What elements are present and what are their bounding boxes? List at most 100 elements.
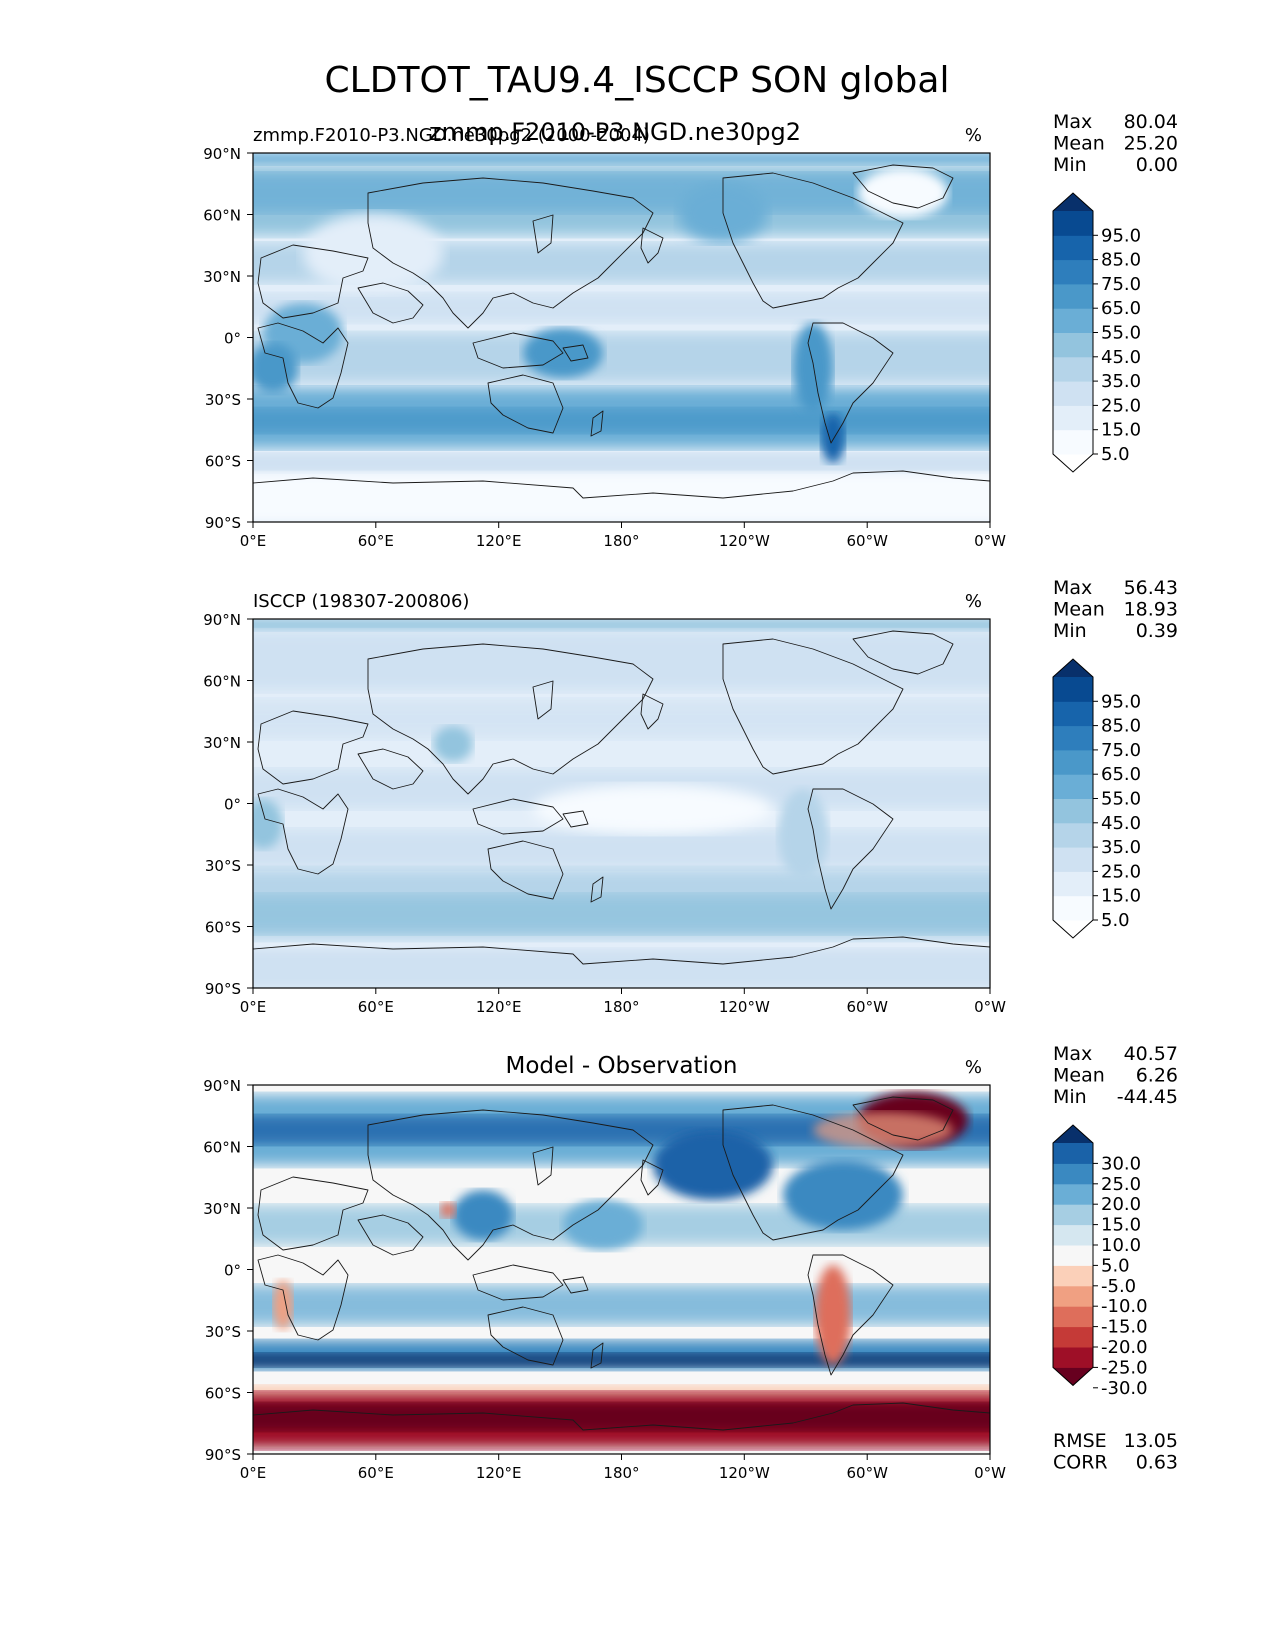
- colorbar-segment: [1053, 1224, 1093, 1246]
- colorbar-segment: [1053, 1245, 1093, 1266]
- x-tick-label: 60°E: [358, 998, 394, 1016]
- colorbar-label: 85.0: [1101, 250, 1141, 271]
- colorbar-segment: [1053, 1265, 1093, 1287]
- stat-value: 0.00: [1136, 154, 1178, 176]
- colorbar-label: 75.0: [1101, 740, 1141, 761]
- x-tick-label: 0°E: [240, 1464, 267, 1482]
- stat-label: Mean: [1053, 133, 1105, 155]
- y-tick-label: 60°N: [203, 1139, 241, 1157]
- y-tick-label: 60°N: [203, 207, 241, 225]
- stat-label: Mean: [1053, 1065, 1105, 1087]
- y-tick-label: 30°S: [205, 857, 241, 875]
- colorbar-label: 55.0: [1101, 323, 1141, 344]
- y-tick-label: 60°S: [205, 1385, 241, 1403]
- colorbar-label: 35.0: [1101, 837, 1141, 858]
- x-tick-label: 60°W: [846, 532, 888, 550]
- figure-title: CLDTOT_TAU9.4_ISCCP SON global: [325, 60, 950, 101]
- colorbar-segment: [1053, 774, 1093, 799]
- y-tick-label: 30°N: [203, 1200, 241, 1218]
- x-tick-label: 180°: [603, 998, 639, 1016]
- colorbar-label: 25.0: [1101, 395, 1141, 416]
- colorbar-segment: [1053, 1326, 1093, 1348]
- stat-value: 80.04: [1124, 111, 1178, 133]
- colorbar-label: -20.0: [1101, 1337, 1148, 1358]
- y-tick-label: 0°: [224, 796, 241, 814]
- colorbar-label: 85.0: [1101, 716, 1141, 737]
- colorbar-segment: [1053, 356, 1093, 382]
- colorbar-test: 95.0 85.0 75.0 65.0 55.0 45.0 35.0 25.0 15.0 5.0: [1052, 192, 1141, 473]
- colorbar-label: 5.0: [1101, 910, 1130, 931]
- colorbar-label: -25.0: [1101, 1357, 1148, 1378]
- colorbar-segment: [1053, 749, 1093, 775]
- colorbar-segment: [1053, 211, 1093, 236]
- y-tick-label: 30°N: [203, 734, 241, 752]
- colorbar-label: 75.0: [1101, 274, 1141, 295]
- colorbar-label: -15.0: [1101, 1317, 1148, 1338]
- colorbar-label: 25.0: [1101, 1174, 1141, 1195]
- stat-label: Min: [1053, 1086, 1087, 1108]
- stat-value: 0.39: [1136, 620, 1178, 642]
- colorbar-label: 5.0: [1101, 1255, 1130, 1276]
- panel-units: %: [965, 591, 982, 612]
- field-difference: [253, 1085, 990, 1454]
- colorbar-segment: [1053, 677, 1093, 702]
- colorbar-label: -30.0: [1101, 1378, 1148, 1399]
- x-tick-label: 120°E: [476, 998, 522, 1016]
- panel-reference: 90°N 60°N 30°N 0° 30°S 60°S 90°S0°E 60°E 120°E 18…: [203, 611, 1141, 1016]
- colorbar-label: 30.0: [1101, 1153, 1141, 1174]
- x-tick-label: 120°W: [719, 998, 770, 1016]
- stat-value: 25.20: [1124, 133, 1178, 155]
- colorbar-segment: [1053, 381, 1093, 406]
- y-tick-label: 90°S: [205, 1446, 241, 1464]
- x-tick-label: 0°E: [240, 998, 267, 1016]
- colorbar-label: 65.0: [1101, 298, 1141, 319]
- y-tick-label: 0°: [224, 1262, 241, 1280]
- colorbar-extend-min: [1053, 454, 1093, 472]
- colorbar-extend-min: [1053, 920, 1093, 938]
- colorbar-segment: [1053, 1204, 1093, 1226]
- y-tick-label: 30°N: [203, 268, 241, 286]
- colorbar-segment: [1053, 259, 1093, 285]
- colorbar-label: 95.0: [1101, 225, 1141, 246]
- stat-value: 18.93: [1124, 599, 1178, 621]
- x-tick-label: 60°W: [846, 1464, 888, 1482]
- panel-center-title: Model - Observation: [505, 1053, 737, 1079]
- stat-value: 56.43: [1124, 577, 1178, 599]
- colorbar-segment: [1053, 1347, 1093, 1368]
- field-reference: [253, 619, 990, 988]
- colorbar-segment: [1053, 429, 1093, 455]
- colorbar-label: 5.0: [1101, 444, 1130, 465]
- colorbar-segment: [1053, 235, 1093, 261]
- panel-units: %: [965, 1057, 982, 1078]
- panel-units: %: [965, 125, 982, 146]
- x-tick-label: 120°W: [719, 1464, 770, 1482]
- x-tick-label: 0°E: [240, 532, 267, 550]
- panel-left-title: zmmp.F2010-P3.NGD.ne30pg2 (2000-2004): [253, 125, 650, 146]
- colorbar-segment: [1053, 1143, 1093, 1164]
- colorbar-label: 10.0: [1101, 1235, 1141, 1256]
- stat-value: 13.05: [1124, 1430, 1178, 1452]
- y-tick-label: 90°S: [205, 514, 241, 532]
- y-tick-label: 60°S: [205, 919, 241, 937]
- field-test: [253, 153, 990, 522]
- colorbar-label: 15.0: [1101, 1215, 1141, 1236]
- colorbar-segment: [1053, 308, 1093, 333]
- colorbar-label: 35.0: [1101, 371, 1141, 392]
- stat-label: Max: [1053, 1043, 1092, 1065]
- panel-test: 90°N 60°N 30°N 0° 30°S 60°S 90°S0°E 60°E 120°E 18…: [203, 145, 1141, 550]
- colorbar-label: 55.0: [1101, 789, 1141, 810]
- colorbar-extend-max: [1053, 659, 1093, 677]
- colorbar-segment: [1053, 1285, 1093, 1307]
- y-tick-label: 60°S: [205, 453, 241, 471]
- stat-label: Max: [1053, 111, 1092, 133]
- y-tick-label: 30°S: [205, 1323, 241, 1341]
- colorbar-segment: [1053, 1183, 1093, 1205]
- y-tick-label: 30°S: [205, 391, 241, 409]
- colorbar-label: 15.0: [1101, 420, 1141, 441]
- overlap-title: zmmp.F2010-P3.NGD.ne30pg2: [429, 118, 801, 146]
- colorbar-label: 95.0: [1101, 691, 1141, 712]
- map-difference: 90°N 60°N 30°N 0° 30°S 60°S 90°S0°E 60°E 120°E 18…: [203, 1077, 1006, 1482]
- colorbar-segment: [1053, 1306, 1093, 1328]
- colorbar-difference: 30.025.020.015.010.05.0-5.0-10.0-15.0-20…: [1052, 1124, 1148, 1399]
- colorbar-label: 20.0: [1101, 1194, 1141, 1215]
